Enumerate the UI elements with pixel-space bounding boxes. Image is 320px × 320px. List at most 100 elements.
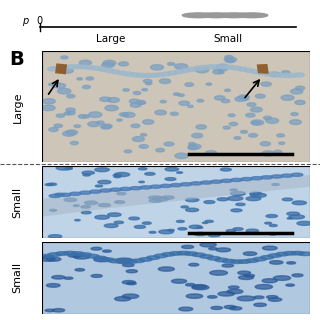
Circle shape (134, 225, 146, 228)
Circle shape (159, 230, 173, 234)
Circle shape (101, 258, 115, 261)
Circle shape (235, 97, 246, 101)
Circle shape (208, 296, 217, 298)
Circle shape (143, 79, 152, 83)
Circle shape (40, 257, 55, 261)
Circle shape (220, 179, 232, 182)
Circle shape (111, 70, 121, 74)
Circle shape (218, 71, 224, 74)
Circle shape (194, 232, 206, 236)
Circle shape (79, 60, 92, 65)
Text: 0: 0 (36, 16, 43, 26)
Circle shape (58, 88, 71, 94)
Circle shape (241, 131, 247, 133)
Circle shape (208, 233, 220, 237)
Circle shape (168, 71, 178, 75)
Circle shape (77, 78, 83, 80)
Circle shape (268, 298, 282, 301)
Circle shape (49, 194, 61, 197)
Circle shape (142, 89, 148, 91)
Circle shape (224, 305, 236, 308)
Circle shape (219, 65, 228, 69)
Circle shape (73, 65, 83, 69)
Circle shape (168, 62, 174, 65)
Circle shape (230, 189, 237, 191)
Circle shape (136, 73, 146, 77)
Circle shape (263, 72, 273, 76)
Circle shape (181, 245, 194, 249)
Circle shape (206, 83, 212, 85)
Circle shape (120, 187, 132, 190)
Circle shape (115, 201, 125, 204)
Circle shape (51, 67, 57, 69)
Circle shape (81, 205, 91, 208)
Circle shape (89, 112, 102, 117)
Circle shape (223, 126, 230, 129)
Circle shape (203, 222, 208, 223)
Circle shape (195, 67, 209, 73)
Circle shape (119, 113, 128, 116)
Circle shape (200, 243, 216, 247)
Circle shape (79, 65, 89, 69)
Circle shape (262, 279, 277, 283)
Circle shape (117, 119, 122, 121)
Circle shape (66, 130, 77, 135)
Circle shape (70, 141, 78, 145)
Circle shape (115, 258, 133, 263)
Circle shape (46, 284, 60, 287)
Circle shape (172, 279, 187, 283)
Circle shape (292, 274, 303, 277)
Text: Small: Small (12, 262, 23, 293)
Circle shape (297, 221, 312, 225)
Circle shape (153, 197, 168, 201)
Circle shape (124, 72, 133, 76)
Circle shape (288, 73, 298, 77)
Circle shape (291, 252, 304, 255)
Circle shape (73, 205, 79, 206)
Circle shape (276, 252, 289, 256)
Circle shape (139, 181, 144, 183)
Circle shape (188, 142, 196, 145)
Circle shape (251, 107, 262, 112)
Circle shape (283, 252, 297, 255)
Circle shape (140, 133, 147, 136)
Circle shape (237, 260, 251, 263)
Circle shape (178, 94, 184, 97)
Circle shape (100, 189, 111, 192)
Circle shape (130, 187, 141, 190)
Circle shape (179, 101, 189, 105)
Circle shape (90, 190, 101, 193)
Circle shape (286, 284, 294, 286)
Circle shape (99, 204, 110, 207)
Circle shape (298, 252, 312, 256)
Circle shape (189, 263, 199, 266)
Circle shape (238, 271, 251, 275)
Circle shape (241, 178, 252, 181)
Circle shape (265, 222, 272, 224)
Circle shape (261, 176, 273, 179)
Circle shape (86, 77, 94, 80)
Circle shape (246, 113, 255, 117)
Circle shape (177, 251, 190, 255)
Circle shape (234, 137, 241, 139)
Circle shape (101, 125, 111, 129)
Circle shape (217, 198, 228, 201)
Circle shape (47, 67, 57, 71)
Circle shape (266, 214, 277, 218)
Circle shape (261, 82, 271, 86)
Circle shape (126, 270, 137, 273)
Circle shape (95, 215, 109, 219)
Circle shape (295, 73, 305, 77)
Circle shape (174, 70, 184, 74)
Circle shape (150, 185, 162, 188)
Circle shape (175, 153, 188, 158)
Circle shape (236, 203, 245, 206)
Circle shape (210, 270, 228, 275)
Circle shape (149, 73, 159, 77)
Circle shape (85, 66, 95, 69)
Circle shape (177, 172, 182, 173)
Circle shape (187, 67, 197, 71)
Circle shape (117, 71, 127, 75)
Circle shape (60, 65, 70, 69)
Circle shape (207, 256, 221, 260)
